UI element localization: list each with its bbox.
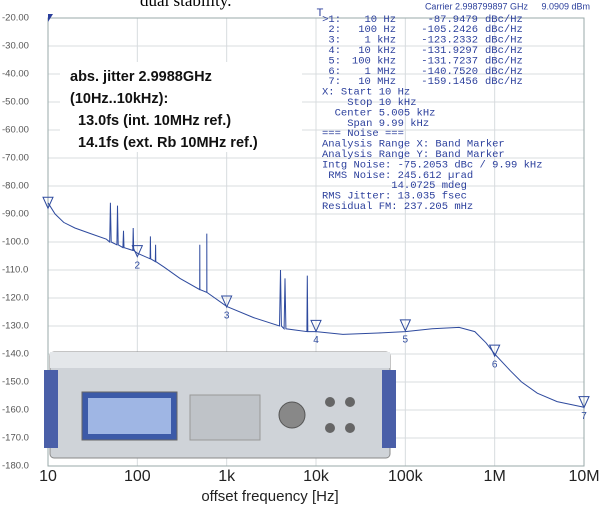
ref-marker — [48, 14, 53, 22]
marker-label: 4 — [313, 335, 319, 346]
info-line: X: Start 10 Hz — [322, 87, 410, 99]
marker-value: -131.7237 — [421, 55, 478, 67]
info-line: Center 5.005 kHz — [322, 107, 435, 119]
info-line: Residual FM: 237.205 mHz — [322, 201, 473, 213]
marker-label: 7 — [581, 411, 587, 422]
marker-id: >1: — [322, 14, 341, 26]
x-tick-label: 10M — [568, 468, 599, 485]
y-tick-label: -160.0 — [2, 405, 29, 416]
plot-frame — [47, 17, 585, 467]
marker-unit: dBc/Hz — [485, 66, 523, 78]
marker-value: -123.2332 — [421, 35, 478, 47]
marker — [578, 396, 590, 409]
band-marker: T — [317, 7, 324, 19]
marker-id: 3: — [328, 35, 341, 47]
info-line: === Noise === — [322, 128, 404, 140]
x-tick-label: 100k — [388, 468, 424, 485]
marker-freq: 10 Hz — [364, 14, 396, 26]
marker — [42, 196, 54, 210]
device-photo — [44, 351, 396, 459]
info-line: Intg Noise: -75.2053 dBc / 9.99 kHz — [322, 159, 543, 171]
annotation: abs. jitter 2.9988GHz — [70, 69, 212, 85]
chart-title: Carrier 2.998799897 GHz — [425, 1, 529, 11]
marker-freq: 1 MHz — [364, 66, 396, 78]
x-tick-label: 10 — [39, 468, 57, 485]
y-tick-label: -110.0 — [2, 265, 28, 276]
x-tick-label: 100 — [124, 468, 151, 485]
annotation: (10Hz..10kHz): — [70, 91, 168, 107]
marker-freq: 10 kHz — [358, 45, 396, 57]
info-line: RMS Jitter: 13.035 fsec — [322, 191, 467, 203]
y-tick-label: -90.00 — [2, 209, 29, 220]
marker — [488, 344, 501, 358]
marker-unit: dBc/Hz — [485, 24, 523, 36]
marker-freq: 10 MHz — [358, 76, 396, 88]
trace — [47, 202, 585, 408]
marker-value: -131.9297 — [421, 45, 478, 57]
y-tick-label: -130.0 — [2, 321, 29, 332]
marker-label: 2 — [135, 260, 141, 271]
annotation-box — [60, 62, 302, 152]
annotation: 13.0fs (int. 10MHz ref.) — [78, 113, 231, 129]
y-tick-label: -30.00 — [2, 41, 29, 52]
y-tick-label: -80.00 — [2, 181, 29, 192]
marker-freq: 100 Hz — [358, 24, 396, 36]
marker-label: 5 — [403, 334, 409, 345]
annotation: 14.1fs (ext. Rb 10MHz ref.) — [78, 135, 258, 151]
marker-label: 3 — [224, 311, 230, 322]
y-tick-label: -120.0 — [2, 293, 29, 304]
marker-value: -87.9479 — [428, 14, 478, 26]
y-tick-label: -180.0 — [2, 461, 29, 472]
y-tick-label: -40.00 — [2, 69, 29, 80]
info-line: Analysis Range X: Band Marker — [322, 139, 505, 151]
marker-freq: 1 kHz — [364, 35, 396, 47]
chart-subtitle: 9.0909 dBm — [541, 1, 590, 11]
y-tick-label: -60.00 — [2, 125, 29, 136]
marker-freq: 100 kHz — [352, 55, 396, 67]
marker-value: -159.1456 — [421, 76, 478, 88]
y-tick-label: -70.00 — [2, 153, 29, 164]
y-tick-label: -50.00 — [2, 97, 29, 108]
y-tick-label: -140.0 — [2, 349, 29, 360]
info-line: Stop 10 kHz — [322, 97, 417, 109]
x-tick-label: 1k — [218, 468, 236, 485]
y-tick-label: -170.0 — [2, 433, 29, 444]
marker-id: 4: — [328, 45, 341, 57]
marker-id: 2: — [328, 24, 341, 36]
y-tick-label: -20.00 — [2, 13, 29, 24]
caption: dual stability. — [140, 0, 231, 10]
marker — [220, 295, 233, 309]
x-tick-label: 10k — [303, 468, 330, 485]
marker — [310, 319, 322, 333]
marker-unit: dBc/Hz — [485, 55, 523, 67]
x-tick-label: 1M — [484, 468, 506, 485]
info-line: Span 9.99 kHz — [322, 118, 429, 130]
marker — [399, 319, 412, 333]
marker-id: 5: — [328, 55, 341, 67]
marker — [131, 245, 144, 258]
y-tick-label: -150.0 — [2, 377, 29, 388]
info-line: RMS Noise: 245.612 µrad — [322, 170, 473, 182]
plot-area: 2 3 4 5 6 7 — [42, 196, 590, 422]
marker-unit: dBc/Hz — [485, 14, 523, 26]
marker-value: -105.2426 — [421, 24, 478, 36]
marker-id: 6: — [328, 66, 341, 78]
y-tick-label: -100.0 — [2, 237, 29, 248]
marker-unit: dBc/Hz — [485, 45, 523, 57]
marker-id: 7: — [328, 76, 341, 88]
marker-unit: dBc/Hz — [485, 76, 523, 88]
marker-value: -140.7520 — [421, 66, 478, 78]
x-axis-label: offset frequency [Hz] — [201, 488, 338, 505]
marker-label: 6 — [492, 360, 498, 371]
info-line: 14.0725 mdeg — [322, 180, 467, 192]
marker-unit: dBc/Hz — [485, 35, 523, 47]
info-line: Analysis Range Y: Band Marker — [322, 149, 505, 161]
